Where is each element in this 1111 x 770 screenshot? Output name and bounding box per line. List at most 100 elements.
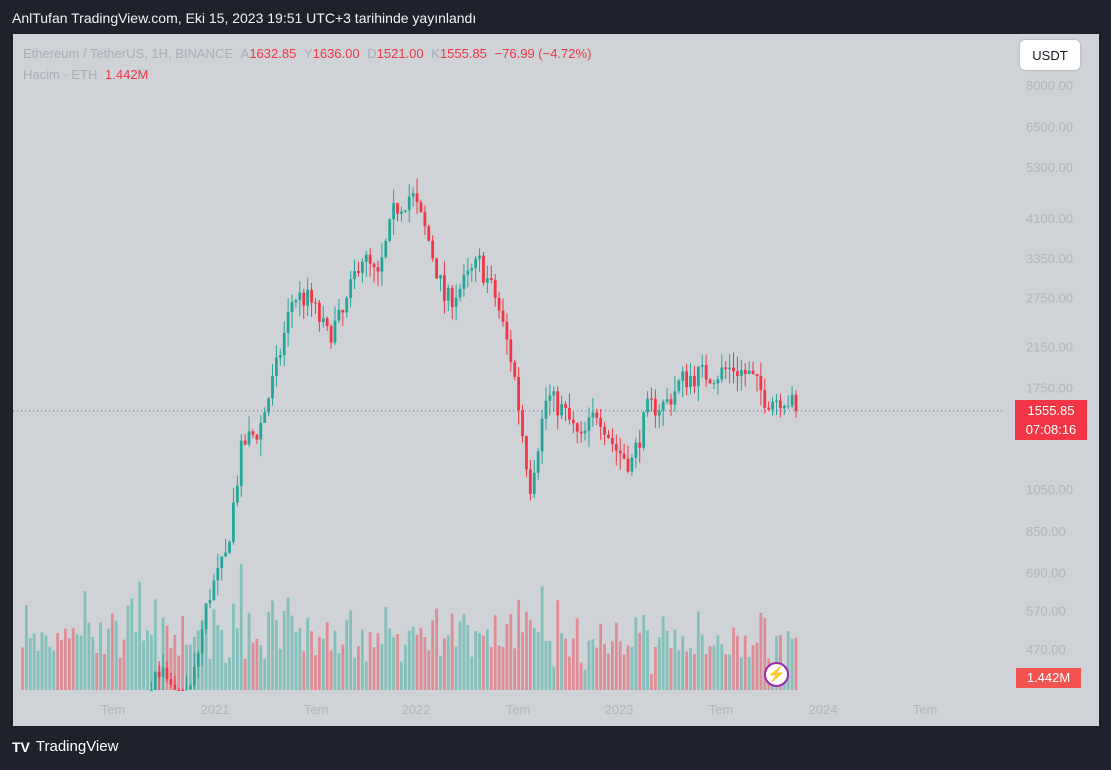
volume-bar — [700, 634, 704, 690]
candle-body — [521, 410, 524, 437]
candle-body — [466, 270, 470, 275]
volume-label: Hacim · ETH — [23, 67, 98, 82]
price-tick-label: 1750.00 — [1026, 380, 1073, 395]
volume-bar — [540, 586, 544, 690]
volume-bar — [677, 650, 681, 690]
volume-bar — [165, 625, 169, 690]
candle-body — [423, 212, 427, 227]
volume-bar — [622, 654, 626, 690]
candle-body — [411, 193, 415, 197]
candle-body — [689, 375, 692, 388]
volume-bar — [392, 637, 396, 690]
candle-body — [267, 398, 270, 413]
candle-body — [509, 339, 513, 363]
candle-body — [532, 472, 536, 494]
symbol-label: Ethereum / TetherUS, 1H, BINANCE — [23, 46, 234, 61]
candle-body — [712, 383, 716, 385]
volume-bar — [642, 614, 646, 690]
volume-bar — [470, 656, 474, 690]
candle-body — [271, 375, 274, 399]
candle-body — [607, 434, 610, 438]
time-tick-label: 2021 — [201, 702, 230, 717]
candle-body — [458, 288, 462, 298]
bar-countdown: 07:08:16 — [1025, 422, 1077, 437]
volume-bar — [517, 599, 521, 690]
volume-bar — [118, 657, 122, 690]
volume-bar — [134, 631, 138, 690]
currency-button[interactable]: USDT — [1020, 40, 1080, 70]
candle-body — [290, 302, 294, 313]
price-tick-label: 850.00 — [1026, 524, 1066, 539]
volume-bar — [462, 613, 466, 690]
volume-bar — [571, 638, 575, 690]
candle-body — [243, 440, 247, 445]
candle-body — [482, 255, 485, 283]
tradingview-logo-icon[interactable]: TV — [12, 738, 30, 755]
volume-bar — [400, 661, 403, 690]
candle-body — [575, 423, 579, 432]
candle-body — [161, 667, 165, 678]
candle-body — [474, 258, 478, 269]
volume-bar — [216, 625, 220, 690]
volume-bar — [64, 628, 67, 690]
volume-bar — [521, 632, 524, 690]
candle-body — [450, 287, 454, 307]
volume-bar — [153, 599, 157, 690]
last-price-tag: 1555.85 07:08:16 — [1015, 400, 1087, 440]
volume-bars — [21, 563, 798, 690]
volume-bar — [243, 658, 247, 690]
price-tick-label: 3350.00 — [1026, 251, 1073, 266]
close-value: 1555.85 — [439, 46, 487, 61]
price-tick-label: 6500.00 — [1026, 119, 1073, 134]
high-value: 1636.00 — [312, 46, 360, 61]
candle-body — [415, 193, 419, 203]
lightning-icon[interactable]: ⚡ — [764, 662, 789, 687]
chart-panel[interactable]: 8000.00 6500.00 5300.00 4100.00 3350.00 2750.… — [13, 34, 1099, 726]
candle-body — [392, 203, 396, 220]
candle-body — [587, 417, 591, 431]
volume-bar — [110, 613, 114, 690]
volume-bar — [32, 633, 36, 690]
time-tick-label: 2023 — [605, 702, 634, 717]
volume-bar — [146, 630, 149, 690]
volume-bar — [493, 615, 497, 690]
time-tick-label: 2024 — [809, 702, 838, 717]
volume-bar — [364, 661, 368, 690]
volume-bar — [103, 653, 106, 690]
candle-body — [751, 370, 755, 375]
candle-body — [681, 371, 685, 381]
candle-body — [470, 268, 474, 271]
volume-bar — [618, 641, 622, 690]
candle-body — [384, 240, 388, 258]
candle-body — [349, 279, 353, 298]
candle-body — [775, 400, 778, 402]
candle-body — [364, 254, 368, 262]
candle-body — [302, 292, 306, 306]
volume-bar — [786, 631, 790, 690]
price-tick-label: 2150.00 — [1026, 339, 1073, 354]
volume-bar — [232, 603, 235, 690]
volume-bar — [579, 662, 583, 690]
volume-bar — [673, 629, 677, 690]
candlestick-chart[interactable]: 8000.00 6500.00 5300.00 4100.00 3350.00 2750.… — [13, 34, 1099, 726]
candle-body — [665, 399, 669, 402]
volume-legend: Hacim · ETH 1.442M — [23, 67, 148, 82]
volume-bar — [181, 616, 185, 690]
volume-bar — [267, 611, 270, 690]
low-value: 1521.00 — [376, 46, 424, 61]
candle-body — [298, 292, 302, 300]
volume-bar — [169, 648, 173, 690]
volume-bar — [544, 641, 548, 690]
volume-bar — [638, 632, 642, 690]
candle-body — [728, 367, 731, 370]
volume-bar — [607, 653, 610, 690]
volume-bar — [138, 581, 142, 690]
candle-body — [181, 690, 185, 691]
candle-body — [528, 469, 532, 494]
volume-bar — [439, 655, 442, 690]
candle-body — [790, 394, 794, 406]
volume-bar — [185, 644, 188, 690]
volume-bar — [653, 646, 657, 690]
volume-bar — [485, 629, 489, 690]
volume-bar — [52, 650, 56, 690]
